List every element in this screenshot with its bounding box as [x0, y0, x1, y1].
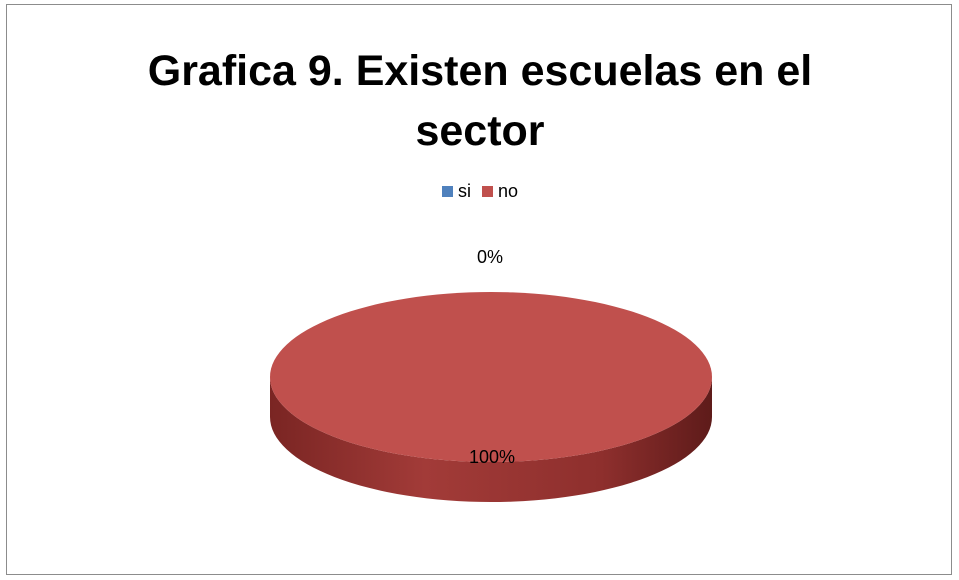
pie-chart: 0% 100%: [270, 247, 712, 502]
pie-side-no: [270, 377, 712, 502]
pie-slice-no: [270, 292, 712, 462]
legend-item-si: si: [441, 181, 471, 202]
chart-legend: si no: [7, 181, 953, 202]
data-label-si: 0%: [477, 247, 503, 267]
data-label-no: 100%: [469, 447, 515, 467]
chart-title-line-2: sector: [415, 107, 545, 155]
legend-swatch-si: [441, 186, 453, 197]
chart-title-line-1: Grafica 9. Existen escuelas en el: [147, 47, 813, 95]
legend-label-si: si: [457, 181, 471, 201]
legend-label-no: no: [497, 181, 519, 201]
legend-swatch-no: [481, 186, 493, 197]
chart-area: Grafica 9. Existen escuelas en el sector…: [6, 4, 952, 575]
chart-title: Grafica 9. Existen escuelas en el sector: [7, 41, 953, 161]
legend-item-no: no: [481, 181, 519, 202]
